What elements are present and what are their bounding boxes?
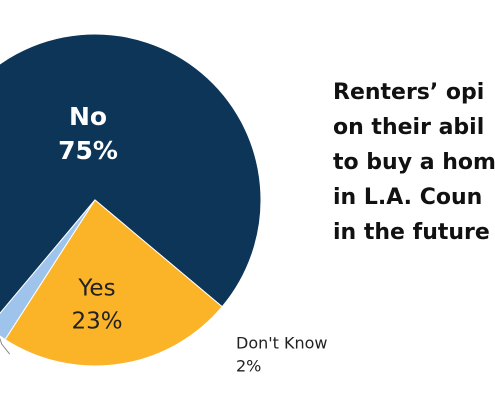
slice-label: No xyxy=(69,102,107,131)
pie-slice xyxy=(0,199,96,341)
title-line: Renters’ opi xyxy=(333,80,484,105)
title-line: on their abil xyxy=(333,115,484,140)
value-label: 2% xyxy=(236,357,261,376)
chart-title: Renters’ opi on their abil to buy a hom in … xyxy=(333,80,495,245)
slice-label: Yes xyxy=(77,276,115,302)
leader-line xyxy=(0,337,11,355)
pie-slice xyxy=(0,33,262,314)
title-line: to buy a hom xyxy=(333,150,495,175)
value-label: 23% xyxy=(71,309,122,335)
slice-label: Don't Know xyxy=(236,334,328,353)
pie-slice xyxy=(4,199,223,367)
value-label: 75% xyxy=(58,136,118,165)
title-line: in the future xyxy=(333,220,490,245)
title-line: in L.A. Coun xyxy=(333,185,482,210)
